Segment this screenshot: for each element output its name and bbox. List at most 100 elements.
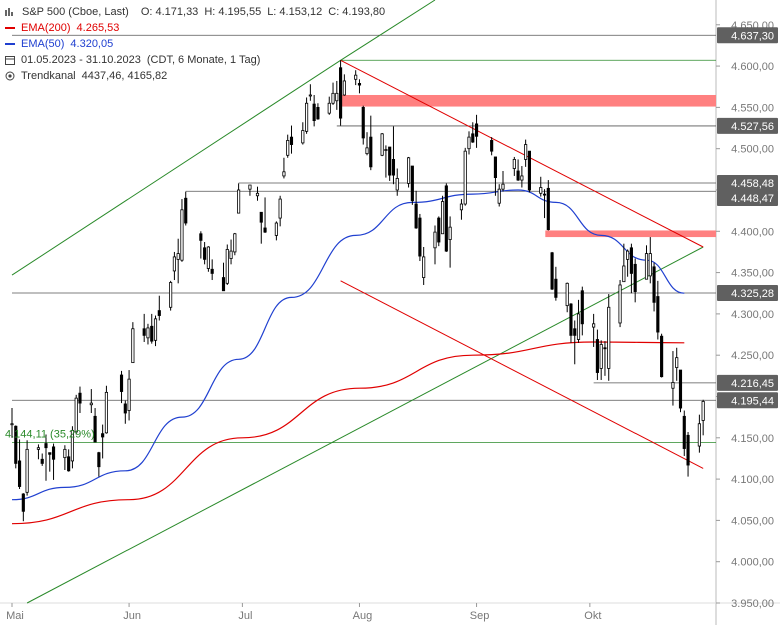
legend-row-ema200[interactable]: EMA(200) 4.265,53 (4, 20, 391, 36)
candle[interactable] (157, 295, 161, 321)
candle[interactable] (592, 313, 596, 347)
candle[interactable] (153, 315, 158, 347)
candle[interactable] (576, 299, 581, 343)
legend-row-ema50[interactable]: EMA(50) 4.320,05 (4, 36, 391, 52)
candle[interactable] (384, 145, 388, 178)
candle[interactable] (14, 425, 18, 469)
candle[interactable] (603, 341, 607, 376)
candle[interactable] (142, 313, 146, 342)
candle[interactable] (550, 251, 554, 290)
candle[interactable] (97, 451, 101, 477)
candle[interactable] (490, 137, 494, 156)
candle[interactable] (369, 115, 373, 171)
candle[interactable] (169, 280, 173, 311)
candle[interactable] (546, 180, 550, 231)
candle[interactable] (259, 211, 263, 244)
candle[interactable] (678, 369, 683, 413)
legend-row-instrument[interactable]: S&P 500 (Cboe, Last) O: 4.171,33 H: 4.19… (4, 4, 391, 20)
candle[interactable] (305, 97, 309, 134)
candle[interactable] (131, 322, 135, 364)
candle[interactable] (301, 122, 305, 145)
candle[interactable] (342, 74, 346, 96)
candle[interactable] (225, 244, 229, 285)
candle[interactable] (414, 190, 418, 229)
candle[interactable] (644, 245, 649, 280)
candle[interactable] (36, 444, 41, 460)
candle[interactable] (501, 170, 505, 192)
candle[interactable] (70, 426, 75, 469)
candle[interactable] (626, 249, 630, 277)
candle[interactable] (278, 195, 282, 227)
candle[interactable] (44, 434, 48, 481)
candle[interactable] (410, 165, 414, 205)
candle[interactable] (656, 280, 660, 340)
candle[interactable] (527, 150, 531, 193)
candle[interactable] (327, 96, 331, 115)
candle[interactable] (516, 159, 520, 181)
candle[interactable] (512, 156, 516, 176)
candle[interactable] (497, 184, 501, 207)
candle[interactable] (104, 385, 108, 434)
candle[interactable] (289, 125, 294, 154)
candle[interactable] (210, 259, 214, 281)
candle[interactable] (335, 80, 339, 110)
candle[interactable] (463, 147, 467, 206)
candle[interactable] (237, 183, 241, 214)
candle[interactable] (150, 313, 154, 344)
candle[interactable] (675, 347, 679, 381)
candle[interactable] (520, 166, 524, 188)
candle[interactable] (339, 60, 343, 126)
candle[interactable] (308, 84, 312, 101)
candle[interactable] (184, 191, 188, 226)
candle[interactable] (565, 282, 569, 313)
candle[interactable] (248, 184, 252, 196)
candle[interactable] (263, 197, 267, 233)
candle[interactable] (93, 408, 97, 443)
candle[interactable] (422, 246, 426, 285)
candle[interactable] (686, 432, 690, 477)
candle[interactable] (123, 400, 127, 424)
candle[interactable] (172, 251, 176, 281)
legend-row-period[interactable]: 01.05.2023 - 31.10.2023 (CDT, 6 Monate, … (4, 52, 391, 68)
candle[interactable] (51, 443, 56, 480)
candle[interactable] (554, 266, 558, 301)
candle[interactable] (444, 183, 448, 252)
candle[interactable] (524, 139, 528, 167)
candle[interactable] (459, 199, 464, 220)
candle[interactable] (282, 157, 286, 179)
candle[interactable] (391, 126, 396, 185)
candle[interactable] (580, 286, 584, 336)
candle[interactable] (418, 213, 422, 262)
candle[interactable] (221, 262, 226, 292)
candle[interactable] (573, 320, 577, 365)
candle[interactable] (25, 440, 29, 496)
candle[interactable] (595, 329, 599, 380)
candle[interactable] (206, 246, 210, 272)
candle[interactable] (471, 122, 475, 143)
candle[interactable] (701, 399, 705, 436)
candle[interactable] (101, 424, 105, 459)
candle[interactable] (233, 232, 237, 256)
candle[interactable] (474, 114, 479, 148)
candle[interactable] (89, 389, 93, 414)
candle[interactable] (542, 189, 547, 219)
candle[interactable] (312, 94, 316, 127)
candle[interactable] (437, 216, 441, 247)
candle[interactable] (63, 445, 67, 471)
candle[interactable] (493, 156, 498, 196)
candle[interactable] (406, 156, 411, 188)
candle[interactable] (354, 70, 358, 86)
candle[interactable] (388, 146, 392, 181)
candle[interactable] (622, 243, 626, 283)
candle[interactable] (599, 340, 603, 380)
candle[interactable] (74, 394, 78, 435)
candle[interactable] (10, 408, 14, 438)
candle[interactable] (119, 370, 124, 404)
candle[interactable] (433, 225, 437, 265)
candle[interactable] (448, 216, 452, 268)
candle[interactable] (618, 280, 622, 328)
candle[interactable] (176, 238, 180, 284)
candle[interactable] (146, 323, 150, 345)
candle[interactable] (274, 221, 278, 241)
candle[interactable] (255, 186, 260, 201)
